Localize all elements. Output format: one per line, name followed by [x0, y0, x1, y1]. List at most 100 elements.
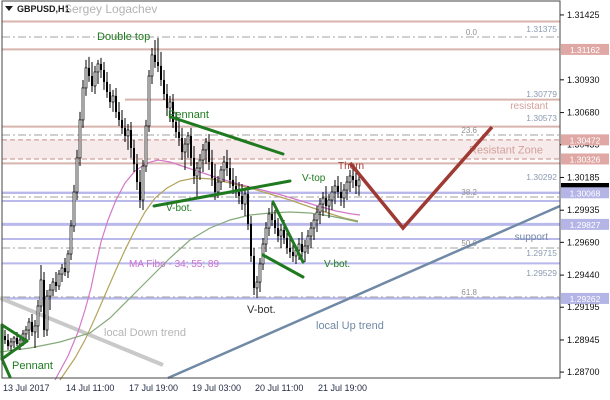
candle-body: [352, 176, 354, 180]
candle-body: [163, 79, 165, 94]
candle-body: [195, 167, 199, 177]
ma-line-ma-34: [54, 159, 361, 381]
zone-side-label: support: [515, 232, 549, 243]
candle-body: [115, 95, 117, 112]
annotation-v-top: V-top: [302, 173, 326, 184]
candle-body: [4, 336, 6, 340]
fib-level-label: 50.0: [461, 239, 477, 248]
annotation-local-down-trend: local Down trend: [104, 327, 186, 339]
price-line-label: 1.30292: [526, 172, 557, 182]
candle-body: [357, 179, 361, 187]
price-line-label: 1.31375: [526, 24, 557, 34]
candle-body: [72, 191, 76, 227]
annotation-ma-fibo-34-55-89: MA Fibo - 34; 55; 89: [129, 259, 219, 270]
candle-body: [147, 75, 151, 127]
candle-body: [136, 163, 138, 183]
symbol-dropdown-icon[interactable]: [5, 6, 13, 11]
candle-body: [12, 337, 16, 343]
candle-body: [271, 214, 273, 221]
down-trendline: [0, 296, 164, 367]
candle-body: [48, 289, 52, 297]
candle-body: [150, 54, 154, 77]
candle-body: [330, 191, 334, 201]
candle-body: [88, 67, 90, 77]
candle-body: [81, 87, 85, 121]
price-badge-label: 1.31162: [570, 45, 600, 55]
resistant-zone-band: [2, 139, 560, 159]
fib-level-label: 61.8: [461, 288, 477, 297]
candle-body: [306, 235, 310, 247]
candle-body: [211, 161, 213, 178]
price-badge-label: 1.30068: [570, 188, 601, 198]
price-badge: [561, 134, 609, 146]
candle-body: [55, 282, 57, 286]
candle-body: [309, 227, 313, 237]
candle-body: [130, 130, 132, 148]
candle-body: [175, 122, 177, 132]
fib-level-label: 0.0: [466, 28, 478, 37]
symbol-timeframe-label: GBPUSD,H1: [17, 4, 70, 14]
candle-body: [43, 279, 45, 331]
up-trendline: [167, 204, 561, 380]
price-line-label: 1.29715: [526, 248, 557, 258]
pattern-trendline: [0, 323, 29, 343]
candle-body: [193, 157, 195, 177]
candle-body: [154, 54, 156, 62]
candle-body: [289, 247, 291, 253]
candle-body: [157, 61, 159, 66]
candle-body: [321, 197, 325, 205]
annotation-thorn: Thorn: [338, 161, 364, 172]
resistant-zone-label: Resistant Zone: [469, 144, 543, 156]
candle-body: [243, 193, 247, 205]
candle-body: [303, 245, 307, 253]
candle-body: [333, 185, 337, 193]
time-axis-label: 17 Jul 19:00: [129, 383, 178, 393]
candle-body: [292, 252, 294, 256]
zone-side-label: resistant: [510, 101, 548, 112]
candle-body: [327, 199, 331, 207]
candle-body: [264, 227, 268, 245]
axis-tick-label: 1.30185: [567, 172, 600, 182]
candle-body: [33, 325, 37, 333]
candle-body: [250, 223, 252, 256]
candle-body: [340, 192, 342, 199]
candle-body: [166, 93, 168, 108]
candle-body: [144, 125, 148, 167]
candle-body: [109, 92, 111, 102]
candle-body: [100, 63, 102, 70]
pattern-trendline: [0, 339, 29, 361]
candle-body: [36, 305, 40, 327]
candle-body: [103, 69, 105, 82]
candle-body: [106, 81, 108, 93]
candle-body: [45, 295, 49, 331]
candle-body: [267, 213, 271, 229]
candle-body: [337, 185, 339, 193]
candle-body: [232, 179, 234, 186]
candle-body: [345, 181, 349, 191]
candle-body: [24, 329, 28, 335]
candle-body: [241, 195, 243, 205]
fib-level-label: 23.6: [461, 126, 477, 135]
candle-body: [31, 322, 33, 332]
candle-body: [60, 267, 64, 275]
annotation-v-bot-: V-bot.: [166, 203, 192, 214]
axis-tick-label: 1.30680: [567, 108, 600, 118]
candle-body: [277, 228, 279, 237]
candle-body: [139, 182, 141, 200]
candle-body: [84, 67, 88, 89]
current-price-marker: [561, 182, 609, 189]
candle-body: [124, 127, 126, 136]
candle-body: [219, 169, 223, 183]
candle-body: [355, 179, 357, 186]
candle-body: [258, 263, 262, 283]
candle-body: [126, 129, 130, 137]
candle-body: [118, 111, 120, 120]
annotation-pennant: Pennant: [12, 360, 53, 372]
time-axis-label: 19 Jul 03:00: [192, 383, 241, 393]
candle-body: [198, 159, 202, 169]
candle-body: [235, 185, 237, 193]
candle-body: [64, 268, 66, 272]
axis-tick-label: 1.30930: [567, 75, 600, 85]
price-line-label: 1.29529: [526, 268, 557, 278]
